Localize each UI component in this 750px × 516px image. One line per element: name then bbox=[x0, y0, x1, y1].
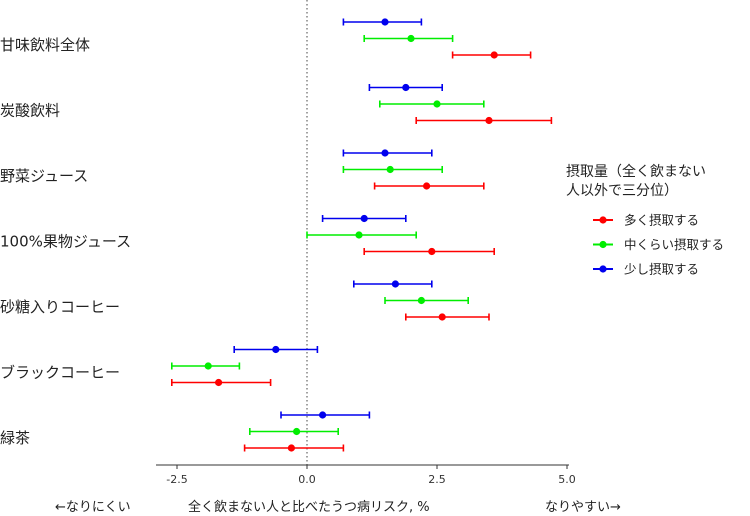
point-estimate bbox=[417, 296, 425, 305]
point-estimate bbox=[433, 100, 441, 108]
x-tick-label: 0.0 bbox=[298, 473, 316, 486]
x-tick-label: 5.0 bbox=[558, 473, 576, 486]
point-estimate bbox=[319, 411, 327, 419]
error-bar bbox=[171, 378, 272, 387]
legend-title-line2: 人以外で三分位） bbox=[566, 183, 678, 199]
error-bar bbox=[342, 165, 444, 174]
error-bar bbox=[378, 100, 485, 108]
point-estimate bbox=[438, 313, 446, 321]
x-axis-right-direction: なりやすい→ bbox=[545, 500, 621, 515]
error-bar bbox=[404, 313, 490, 321]
legend-swatch-dot bbox=[599, 216, 607, 224]
legend-label: 少し摂取する bbox=[624, 262, 699, 277]
error-bar bbox=[306, 231, 418, 239]
chart-marks bbox=[171, 18, 553, 452]
point-estimate bbox=[407, 34, 415, 43]
point-estimate bbox=[215, 378, 223, 387]
point-estimate bbox=[272, 345, 280, 354]
legend-label: 中くらい摂取する bbox=[624, 237, 724, 252]
category-label: ブラックコーヒー bbox=[0, 364, 120, 382]
x-axis-ticks: -2.5 0.0 2.5 5.0 bbox=[166, 465, 576, 486]
x-tick-label: -2.5 bbox=[166, 473, 187, 486]
error-bar bbox=[171, 362, 241, 370]
error-bar bbox=[352, 280, 433, 288]
error-bar bbox=[249, 427, 340, 436]
point-estimate bbox=[428, 247, 436, 256]
point-estimate bbox=[355, 231, 363, 239]
category-label: 砂糖入りコーヒー bbox=[0, 298, 120, 316]
error-bar bbox=[243, 444, 345, 452]
category-label: 炭酸飲料 bbox=[0, 102, 60, 120]
legend-title-line1: 摂取量（全く飲まない bbox=[566, 163, 706, 180]
point-estimate bbox=[386, 165, 394, 174]
legend-item: 中くらい摂取する bbox=[593, 237, 724, 252]
error-bar bbox=[363, 247, 496, 256]
category-label: 緑茶 bbox=[0, 429, 30, 447]
error-bar bbox=[451, 51, 532, 59]
legend-swatch-dot bbox=[599, 240, 607, 249]
error-bar bbox=[363, 34, 454, 43]
point-estimate bbox=[381, 18, 389, 26]
point-estimate bbox=[391, 280, 399, 288]
x-tick-label: 2.5 bbox=[428, 473, 446, 486]
error-bar bbox=[373, 182, 485, 190]
point-estimate bbox=[402, 83, 410, 92]
error-bar bbox=[321, 214, 407, 223]
point-estimate bbox=[360, 214, 368, 223]
error-bar bbox=[415, 116, 553, 125]
point-estimate bbox=[423, 182, 431, 190]
x-axis-left-direction: ←なりにくい bbox=[55, 500, 131, 515]
legend-label: 多く摂取する bbox=[624, 213, 699, 228]
x-axis-title: 全く飲まない人と比べたうつ病リスク, % bbox=[188, 499, 430, 515]
point-estimate bbox=[293, 427, 301, 436]
category-label: 甘味飲料全体 bbox=[0, 36, 90, 54]
error-bar bbox=[384, 296, 470, 305]
legend-item: 多く摂取する bbox=[593, 213, 699, 228]
point-estimate bbox=[204, 362, 212, 370]
point-estimate bbox=[287, 444, 295, 452]
legend-swatch-dot bbox=[599, 265, 607, 273]
error-bar bbox=[342, 149, 433, 157]
legend-item: 少し摂取する bbox=[593, 262, 699, 277]
point-estimate bbox=[490, 51, 498, 59]
error-bar bbox=[342, 18, 423, 26]
category-label: 100%果物ジュース bbox=[0, 233, 131, 251]
error-bar bbox=[233, 345, 319, 354]
point-estimate bbox=[485, 116, 493, 125]
point-estimate bbox=[381, 149, 389, 157]
error-bar bbox=[280, 411, 371, 419]
category-label: 野菜ジュース bbox=[0, 167, 88, 185]
error-bar bbox=[368, 83, 444, 92]
